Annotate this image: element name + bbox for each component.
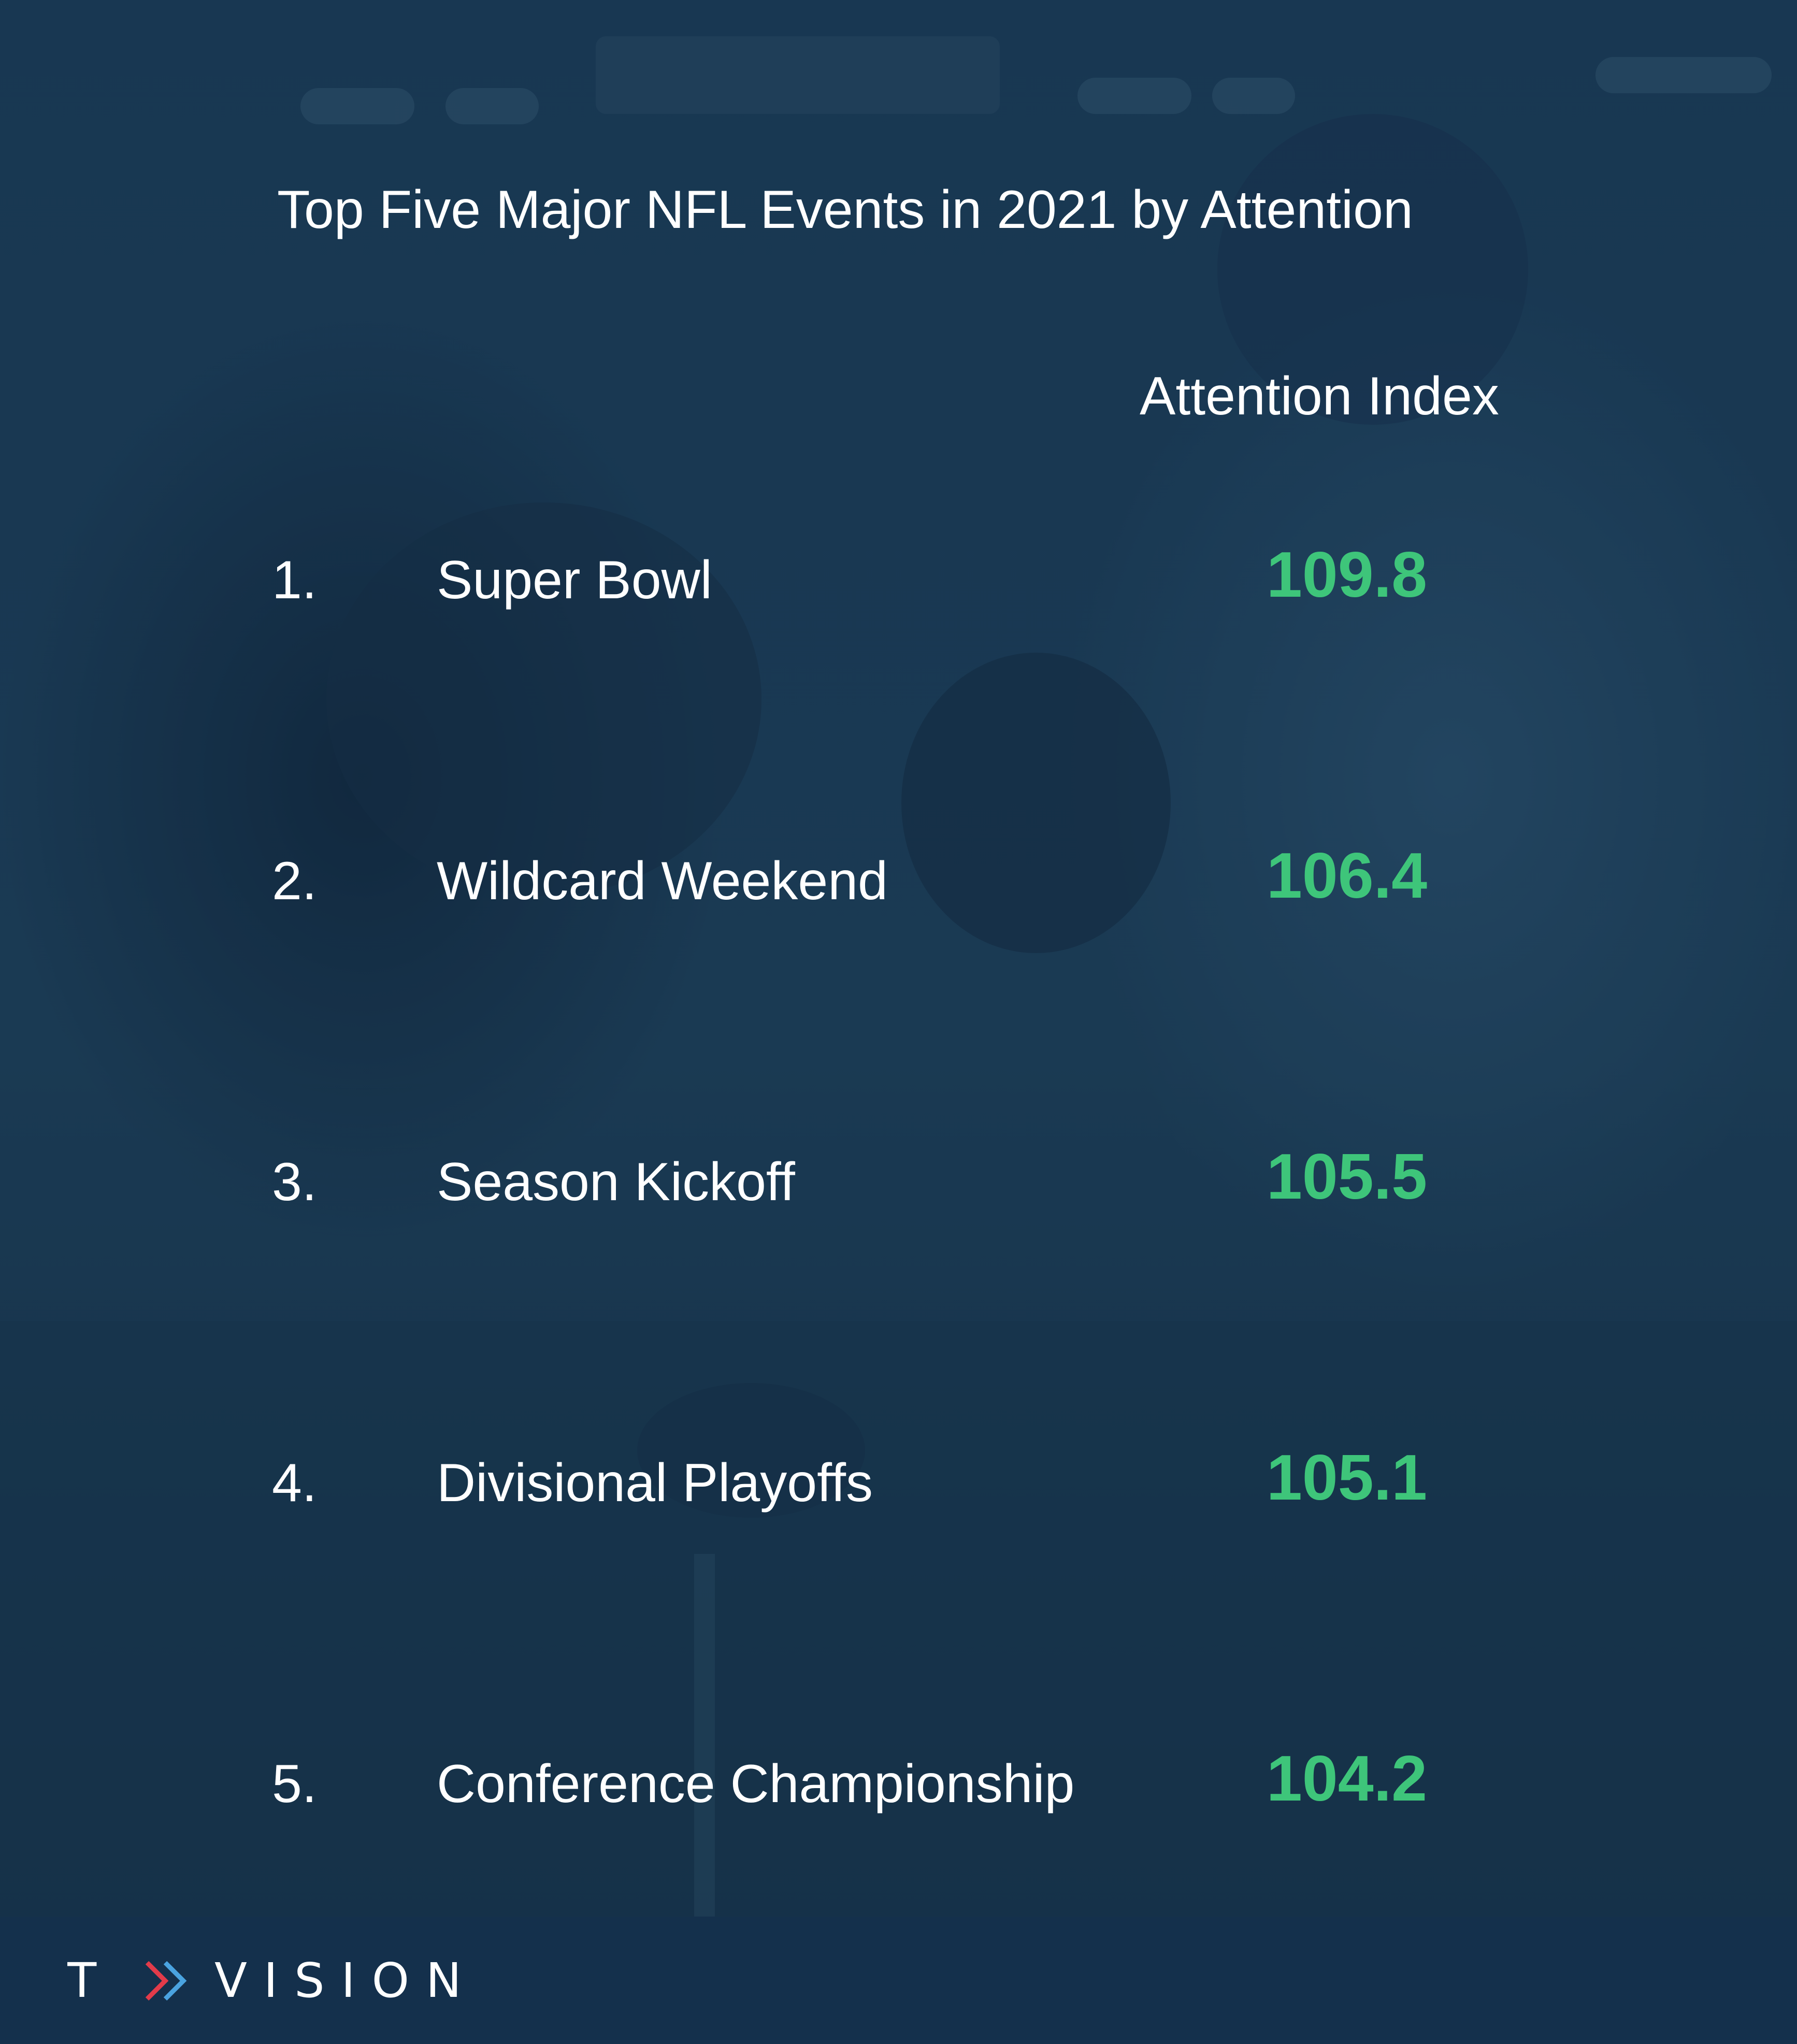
rank-label: 1. xyxy=(272,550,317,610)
attention-index-value: 105.1 xyxy=(1266,1442,1428,1514)
attention-index-value: 106.4 xyxy=(1266,840,1428,912)
football-background-photo xyxy=(0,0,1797,1917)
column-header-attention-index: Attention Index xyxy=(1140,366,1499,426)
tvision-logo: T VISION xyxy=(67,1955,478,2007)
logo-mark-letter: T xyxy=(67,1957,113,2004)
event-label: Wildcard Weekend xyxy=(437,851,888,911)
stadium-lights xyxy=(300,36,1772,124)
rank-label: 2. xyxy=(272,851,317,911)
attention-index-value: 105.5 xyxy=(1266,1141,1428,1213)
rank-label: 5. xyxy=(272,1754,317,1814)
attention-index-value: 109.8 xyxy=(1266,539,1428,611)
logo-mark-icon: T xyxy=(67,1957,113,2004)
rank-label: 3. xyxy=(272,1152,317,1212)
event-label: Divisional Playoffs xyxy=(437,1453,873,1513)
event-label: Super Bowl xyxy=(437,550,712,610)
footer-bar xyxy=(0,1917,1797,2044)
event-label: Conference Championship xyxy=(437,1754,1075,1814)
event-label: Season Kickoff xyxy=(437,1152,795,1212)
chart-title: Top Five Major NFL Events in 2021 by Att… xyxy=(277,180,1413,240)
logo-wordmark: VISION xyxy=(214,1953,478,2008)
rank-label: 4. xyxy=(272,1453,317,1513)
attention-index-value: 104.2 xyxy=(1266,1743,1428,1815)
logo-chevrons-icon xyxy=(145,1961,187,2001)
